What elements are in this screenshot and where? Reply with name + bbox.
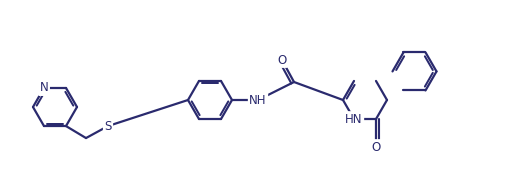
Text: N: N: [39, 81, 48, 94]
Text: O: O: [277, 53, 286, 66]
Text: O: O: [371, 141, 380, 154]
Text: NH: NH: [249, 93, 266, 107]
Text: HN: HN: [344, 112, 362, 126]
Text: S: S: [104, 120, 112, 132]
Text: N: N: [39, 81, 48, 94]
